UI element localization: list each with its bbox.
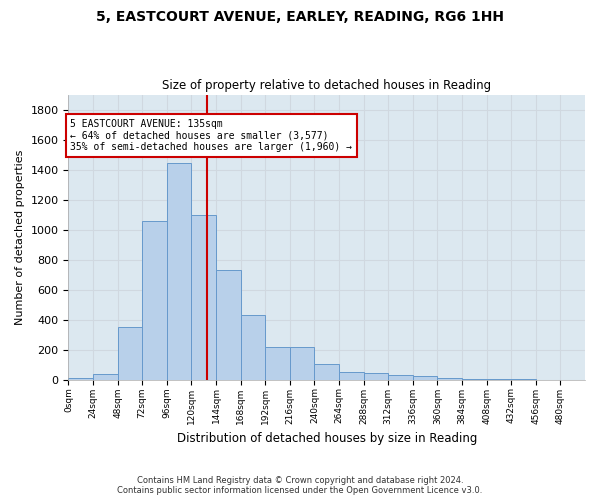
- Bar: [290, 348, 314, 380]
- Text: 5 EASTCOURT AVENUE: 135sqm
← 64% of detached houses are smaller (3,577)
35% of s: 5 EASTCOURT AVENUE: 135sqm ← 64% of deta…: [70, 118, 352, 152]
- Bar: [388, 375, 413, 380]
- Bar: [487, 379, 511, 380]
- Bar: [241, 315, 265, 380]
- Title: Size of property relative to detached houses in Reading: Size of property relative to detached ho…: [162, 79, 491, 92]
- Bar: [118, 327, 142, 380]
- Bar: [339, 372, 364, 380]
- Y-axis label: Number of detached properties: Number of detached properties: [15, 150, 25, 325]
- Bar: [437, 378, 462, 380]
- X-axis label: Distribution of detached houses by size in Reading: Distribution of detached houses by size …: [176, 432, 477, 445]
- Text: Contains HM Land Registry data © Crown copyright and database right 2024.
Contai: Contains HM Land Registry data © Crown c…: [118, 476, 482, 495]
- Bar: [68, 378, 93, 380]
- Bar: [93, 374, 118, 380]
- Bar: [142, 222, 167, 380]
- Bar: [191, 216, 216, 380]
- Bar: [314, 364, 339, 380]
- Bar: [216, 270, 241, 380]
- Text: 5, EASTCOURT AVENUE, EARLEY, READING, RG6 1HH: 5, EASTCOURT AVENUE, EARLEY, READING, RG…: [96, 10, 504, 24]
- Bar: [462, 379, 487, 380]
- Bar: [364, 373, 388, 380]
- Bar: [413, 376, 437, 380]
- Bar: [265, 348, 290, 380]
- Bar: [167, 163, 191, 380]
